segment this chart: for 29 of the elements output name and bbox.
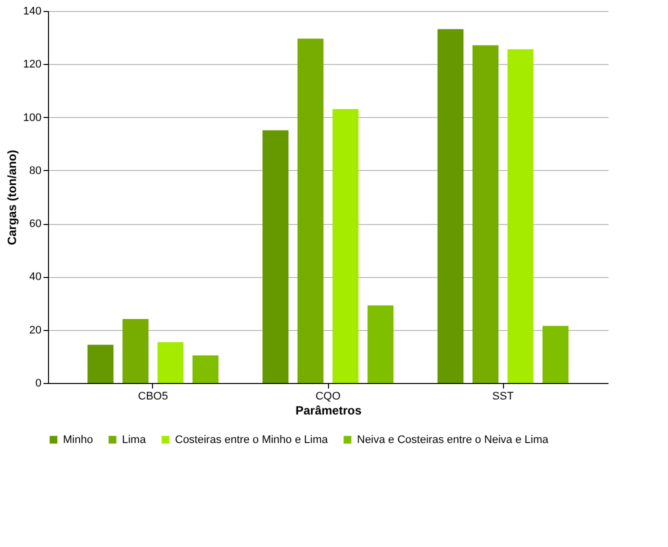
y-axis-title: Cargas (ton/ano): [5, 150, 20, 246]
y-tick-label: 20: [29, 324, 42, 336]
legend-label: Minho: [63, 434, 93, 446]
legend-label: Costeiras entre o Minho e Lima: [175, 434, 329, 446]
y-tick-label: 40: [29, 271, 42, 284]
y-tick-label: 140: [23, 6, 42, 18]
bar: [88, 344, 114, 383]
legend-label: Lima: [122, 434, 147, 446]
x-tick-label: CBO5: [138, 390, 168, 402]
bar: [332, 109, 358, 383]
y-tick-label: 120: [23, 58, 42, 71]
x-tick-label: CQO: [315, 390, 341, 402]
y-tick-label: 100: [23, 112, 42, 124]
x-tick-label: SST: [492, 390, 514, 402]
bar: [472, 45, 498, 383]
y-tick-label: 60: [29, 218, 42, 230]
legend-label: Neiva e Costeiras entre o Neiva e Lima: [357, 434, 550, 446]
bar: [368, 305, 394, 383]
y-tick-label: 80: [29, 164, 42, 177]
x-axis-title: Parâmetros: [295, 404, 362, 418]
bar: [122, 318, 148, 383]
bar: [192, 355, 218, 383]
bar: [542, 326, 568, 383]
bar: [158, 342, 184, 383]
y-tick-label: 0: [35, 378, 42, 390]
bar: [298, 38, 324, 383]
bar: [508, 49, 534, 383]
bar: [262, 130, 288, 383]
bar: [438, 29, 464, 383]
